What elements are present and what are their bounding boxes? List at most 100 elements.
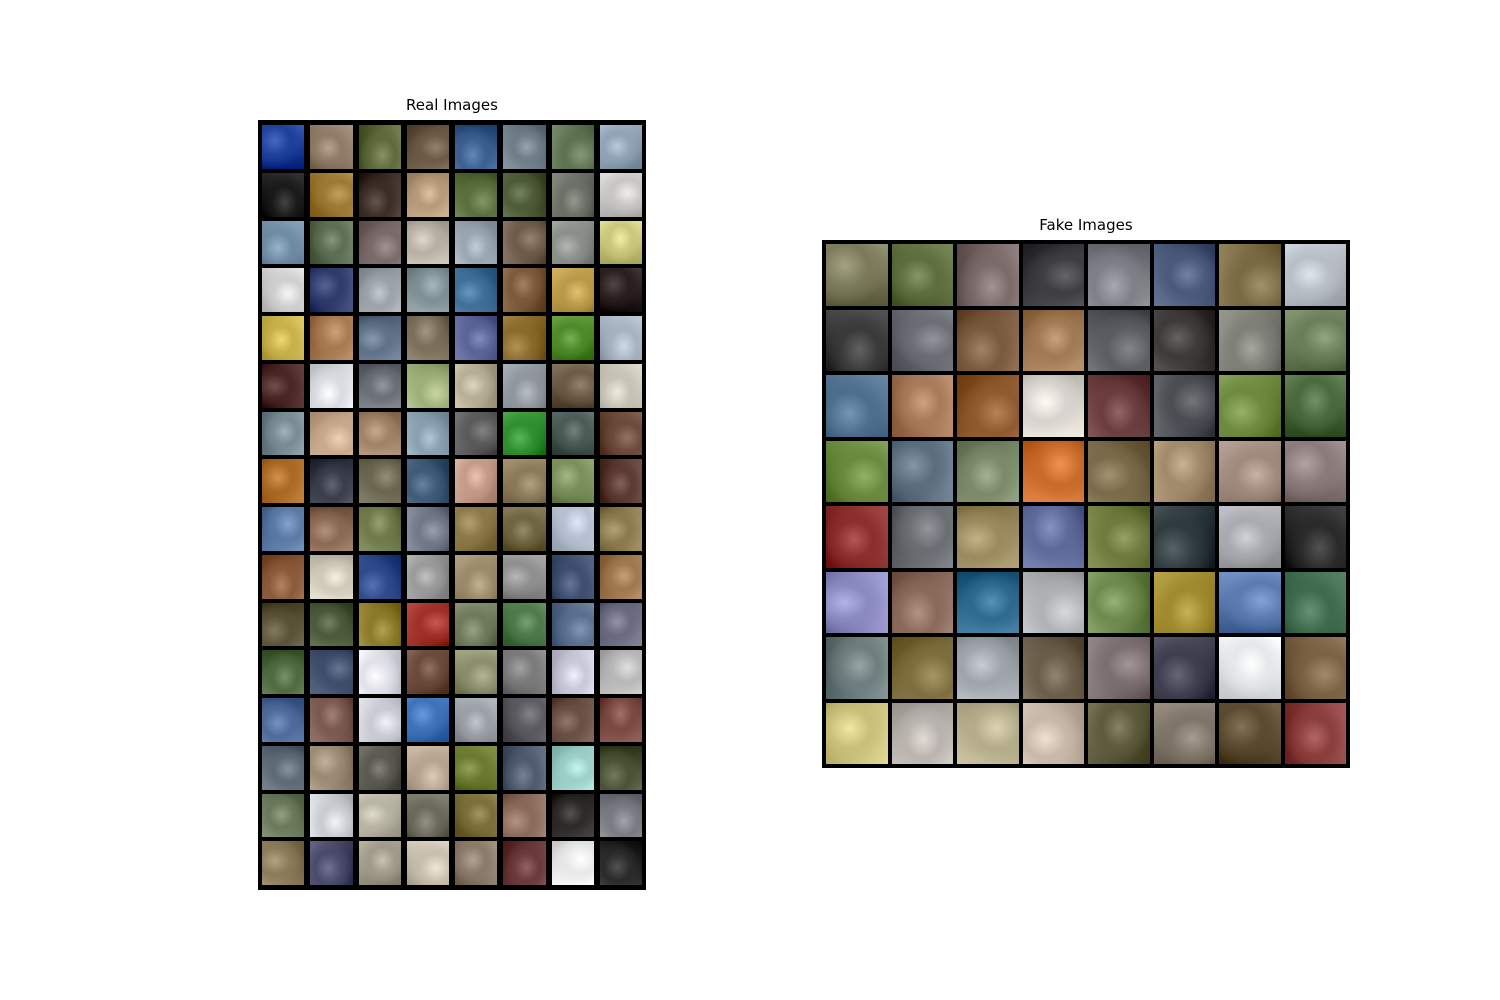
real-image-tile [455,745,498,790]
fake-image-tile [1088,702,1150,764]
real-image-tile [406,220,449,265]
real-image-tile [406,602,449,647]
fake-image-tile [891,440,953,502]
fake-image-tile [1022,244,1084,306]
fake-image-tile [957,702,1019,764]
real-image-tile [551,220,594,265]
real-image-tile [262,698,305,742]
real-image-tile [455,602,498,647]
real-image-tile [310,459,353,503]
fake-image-tile [826,309,888,371]
real-image-tile [455,459,498,503]
fake-image-tile [1088,637,1150,699]
real-image-tile [599,554,642,599]
real-image-tile [455,220,498,265]
real-image-tile [551,745,594,790]
fake-image-tile [1219,440,1281,502]
real-image-tile [455,507,498,551]
real-image-tile [406,745,449,790]
fake-image-tile [957,571,1019,633]
fake-image-tile [1284,702,1346,764]
fake-image-tile [1022,375,1084,437]
fake-image-tile [891,244,953,306]
real-image-tile [503,602,546,647]
real-image-tile [599,316,642,360]
real-image-tile [551,602,594,647]
fake-image-tile [1219,244,1281,306]
real-image-tile [599,459,642,503]
fake-image-tile [1153,702,1215,764]
fake-image-tile [826,375,888,437]
fake-image-tile [826,440,888,502]
fake-image-tile [1219,309,1281,371]
real-image-tile [262,841,305,885]
fake-image-tile [826,244,888,306]
fake-image-tile [957,375,1019,437]
fake-image-tile [1088,440,1150,502]
real-image-tile [406,459,449,503]
real-image-tile [455,411,498,456]
fake-images-grid [822,240,1350,768]
real-image-tile [262,650,305,694]
fake-image-tile [826,571,888,633]
fake-image-tile [957,637,1019,699]
real-image-tile [406,268,449,312]
real-image-tile [310,411,353,456]
real-image-tile [599,125,642,169]
fake-image-tile [1153,506,1215,568]
real-image-tile [262,268,305,312]
real-image-tile [406,316,449,360]
real-image-tile [455,698,498,742]
real-image-tile [551,459,594,503]
real-image-tile [310,507,353,551]
real-image-tile [358,316,401,360]
fake-image-tile [1284,375,1346,437]
real-image-tile [599,507,642,551]
real-image-tile [310,268,353,312]
real-image-tile [358,793,401,838]
fake-image-tile [1153,309,1215,371]
fake-image-tile [1284,637,1346,699]
real-image-tile [406,650,449,694]
real-image-tile [358,172,401,217]
fake-image-tile [1088,309,1150,371]
real-image-tile [310,125,353,169]
real-image-tile [503,507,546,551]
real-image-tile [358,602,401,647]
real-image-tile [455,554,498,599]
real-image-tile [551,363,594,408]
real-image-tile [358,698,401,742]
real-image-tile [310,745,353,790]
real-image-tile [310,220,353,265]
fake-image-tile [1219,637,1281,699]
real-image-tile [455,125,498,169]
fake-image-tile [826,506,888,568]
real-image-tile [599,650,642,694]
fake-image-tile [1088,375,1150,437]
real-image-tile [599,220,642,265]
real-image-tile [551,793,594,838]
fake-image-tile [1022,506,1084,568]
real-image-tile [262,507,305,551]
real-images-grid [258,120,646,890]
real-image-tile [551,411,594,456]
real-image-tile [599,363,642,408]
real-image-tile [310,316,353,360]
real-image-tile [358,411,401,456]
real-image-tile [358,268,401,312]
real-image-tile [262,220,305,265]
real-image-tile [455,268,498,312]
fake-image-tile [1088,244,1150,306]
real-image-tile [455,316,498,360]
real-image-tile [599,411,642,456]
real-image-tile [551,172,594,217]
fake-image-tile [891,637,953,699]
real-image-tile [262,602,305,647]
fake-image-tile [1284,571,1346,633]
fake-image-tile [891,309,953,371]
real-image-tile [358,507,401,551]
real-image-tile [503,363,546,408]
fake-image-tile [1088,571,1150,633]
real-image-tile [551,507,594,551]
real-image-tile [406,793,449,838]
